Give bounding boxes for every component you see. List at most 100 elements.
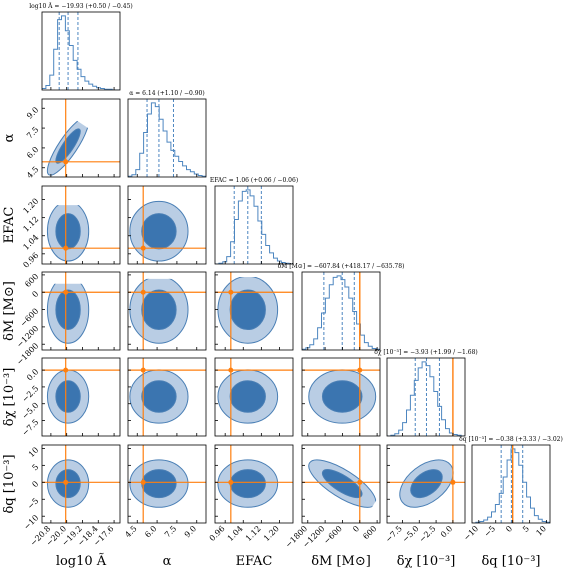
panel-efac-vs-logA: 0.961.041.121.20 — [21, 186, 120, 270]
y-tick-label-dq: 5 — [30, 462, 40, 472]
panel-dchi-vs-logA: −7.5−5.0−2.5 0.0 — [20, 358, 120, 438]
truth-point — [63, 368, 68, 373]
panel-dq-vs-alpha: 4.5 6.0 7.5 9.0 — [123, 445, 206, 539]
x-tick-label-dM: 0 — [351, 524, 361, 534]
x-tick-label-alpha: 6.0 — [143, 524, 158, 539]
truth-point — [228, 368, 233, 373]
x-tick-label-efac: 1.20 — [262, 524, 281, 543]
contour-inner — [230, 290, 265, 330]
title-dchi: δχ [10⁻³] = −3.93 (+1.99 / −1.68) — [374, 349, 477, 356]
y-axis-label-alpha: α — [2, 133, 17, 142]
y-tick-label-alpha: 9.0 — [25, 105, 40, 120]
panel-dq-vs-dchi: −7.5−5.0−2.5 0.0 — [384, 445, 465, 544]
truth-point — [63, 480, 68, 485]
contour-inner — [230, 470, 265, 498]
title-alpha: α = 6.14 (+1.10 / −0.90) — [129, 90, 204, 97]
y-tick-label-dM: 600 — [23, 272, 40, 289]
y-axis-label-dM: δM [M⊙] — [2, 281, 17, 341]
title-efac: EFAC = 1.06 (+0.06 / −0.06) — [210, 177, 298, 184]
x-axis-label-dchi: δχ [10⁻³] — [397, 554, 456, 569]
x-tick-label-dchi: −2.5 — [417, 524, 437, 544]
x-tick-label-dM: −600 — [322, 524, 344, 546]
panel-alpha-vs-logA: 4.5 6.0 7.5 9.0 — [25, 99, 120, 180]
contour-inner — [56, 381, 80, 412]
contour-inner — [142, 470, 176, 498]
y-tick-label-dq: −5 — [26, 496, 41, 511]
panel-dchi-vs-alpha — [128, 358, 206, 436]
truth-point — [141, 480, 146, 485]
truth-point — [141, 368, 146, 373]
title-dM: δM [M⊙] = −607.84 (+418.17 / −635.78) — [278, 263, 405, 270]
y-axis-label-dchi: δχ [10⁻³] — [2, 368, 17, 427]
truth-point — [141, 290, 146, 295]
y-tick-label-alpha: 6.0 — [25, 145, 40, 160]
x-axis-label-dq: δq [10⁻³] — [481, 554, 540, 569]
x-tick-label-dq: −10 — [462, 524, 480, 542]
panel-dchi-vs-efac — [215, 358, 293, 436]
x-tick-label-dq: 5 — [521, 524, 531, 534]
histogram-efac — [215, 190, 293, 264]
x-tick-label-dchi: 0.0 — [439, 524, 454, 539]
x-axis-label-efac: EFAC — [236, 554, 273, 569]
truth-point — [63, 246, 68, 251]
x-tick-label-alpha: 4.5 — [123, 524, 138, 539]
y-axis-label-efac: EFAC — [2, 207, 17, 244]
contour-inner — [142, 214, 176, 249]
truth-point — [63, 290, 68, 295]
truth-point — [63, 159, 68, 164]
x-tick-label-alpha: 9.0 — [183, 524, 198, 539]
x-axis-label-logA: log10 Ã — [56, 553, 107, 569]
title-logA: log10 Ã = −19.93 (+0.50 / −0.45) — [29, 2, 133, 10]
truth-point — [228, 480, 233, 485]
panel-dchi-vs-dchi: δχ [10⁻³] = −3.93 (+1.99 / −1.68) — [374, 349, 477, 436]
contour-inner — [56, 214, 80, 249]
panel-dM-vs-dM: δM [M⊙] = −607.84 (+418.17 / −635.78) — [278, 263, 405, 350]
panel-dchi-vs-dM — [302, 358, 380, 436]
x-tick-label-dq: 10 — [534, 524, 548, 538]
panel-frame — [302, 272, 380, 350]
y-tick-label-dq: 10 — [27, 445, 41, 459]
y-tick-label-efac: 1.04 — [21, 233, 40, 252]
truth-point — [357, 480, 362, 485]
panel-dM-vs-efac — [215, 272, 293, 350]
y-tick-label-dchi: 0.0 — [25, 367, 40, 382]
y-tick-label-dchi: −7.5 — [20, 418, 40, 438]
x-tick-label-dchi: −7.5 — [384, 524, 404, 544]
panel-dq-vs-dq: δq [10⁻³] = −0.38 (+3.33 / −3.02) −10 −5 0 5… — [459, 436, 563, 542]
panel-dq-vs-efac: 0.96 1.04 1.12 1.20 — [208, 445, 293, 543]
contour-inner — [142, 290, 176, 330]
y-tick-label-dq: −10 — [22, 513, 40, 531]
panel-dM-vs-alpha — [128, 272, 206, 350]
y-tick-label-efac: 1.12 — [21, 215, 40, 234]
panel-logA-vs-logA: log10 Ã = −19.93 (+0.50 / −0.45) — [29, 2, 133, 90]
contour-inner — [230, 381, 265, 412]
x-tick-label-efac: 0.96 — [208, 524, 227, 543]
x-tick-label-dq: −5 — [482, 524, 497, 539]
truth-point — [228, 290, 233, 295]
y-tick-label-dq: 0 — [30, 479, 40, 489]
contour-inner — [322, 381, 362, 412]
y-tick-label-dM: 0 — [30, 289, 40, 299]
histogram-logA — [42, 16, 120, 90]
histogram-alpha — [128, 103, 206, 177]
panel-efac-vs-alpha — [128, 186, 206, 264]
contour-inner — [142, 381, 176, 412]
y-tick-label-alpha: 7.5 — [25, 125, 40, 140]
panel-efac-vs-efac: EFAC = 1.06 (+0.06 / −0.06) — [210, 177, 298, 264]
y-tick-label-efac: 1.20 — [21, 197, 40, 216]
y-tick-label-alpha: 4.5 — [25, 165, 40, 180]
title-dq: δq [10⁻³] = −0.38 (+3.33 / −3.02) — [459, 436, 563, 443]
x-tick-label-dM: 600 — [361, 524, 378, 541]
contour-inner — [56, 290, 80, 330]
contour-inner — [56, 470, 80, 498]
x-axis-label-dM: δM [M⊙] — [311, 554, 371, 569]
panel-alpha-vs-alpha: α = 6.14 (+1.10 / −0.90) — [128, 90, 206, 177]
panel-dq-vs-dM: −1800−1200−600 0 600 — [284, 445, 382, 550]
truth-point — [357, 368, 362, 373]
y-tick-label-dM: −600 — [19, 307, 41, 329]
x-tick-label-dq: 0 — [504, 524, 514, 534]
y-tick-label-dchi: −5.0 — [20, 401, 40, 421]
y-tick-label-efac: 0.96 — [21, 251, 40, 270]
